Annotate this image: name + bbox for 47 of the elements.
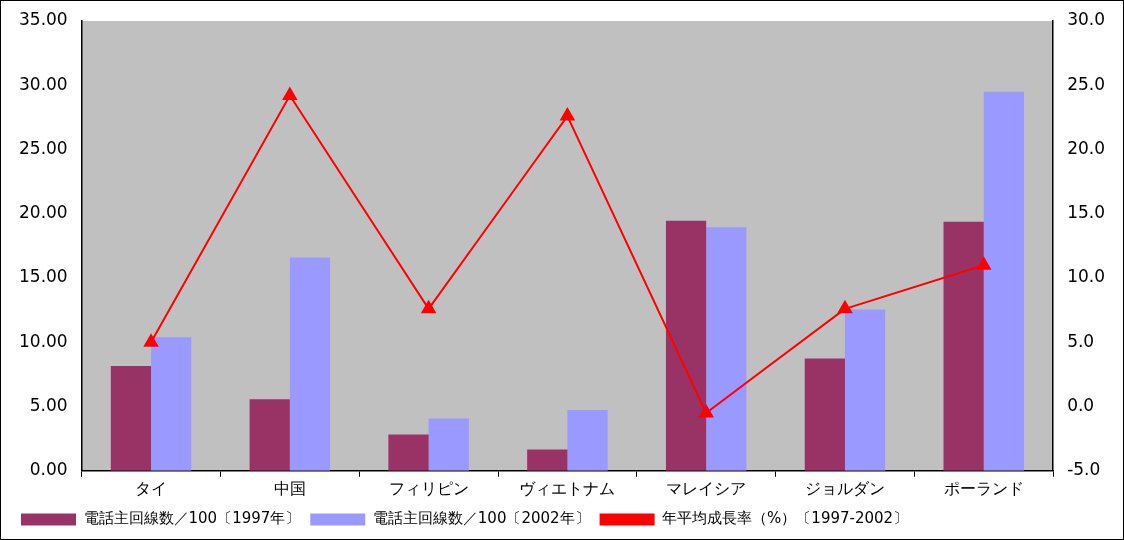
x-tick-label: ヴィエトナム bbox=[519, 478, 616, 498]
point bbox=[837, 300, 853, 314]
bar bbox=[567, 409, 608, 471]
x-tick-label: ポーランド bbox=[943, 478, 1024, 498]
bar bbox=[804, 358, 845, 471]
point bbox=[560, 108, 575, 121]
y2-tick-label: 15.0 bbox=[1067, 202, 1106, 223]
bar bbox=[665, 220, 707, 471]
bar bbox=[943, 221, 984, 471]
y2-tick-label: 0.0 bbox=[1067, 394, 1095, 415]
bar bbox=[844, 309, 886, 471]
y-tick-label: 30.00 bbox=[19, 73, 68, 94]
y-tick-label: 20.00 bbox=[19, 202, 68, 223]
point bbox=[699, 404, 714, 418]
x-tick-label: タイ bbox=[135, 478, 168, 498]
x-tick-label: マレイシア bbox=[666, 478, 747, 498]
y2-tick-label: 10.0 bbox=[1067, 266, 1106, 287]
point bbox=[282, 87, 297, 101]
y2-tick-label: -5.0 bbox=[1067, 459, 1101, 480]
y2-tick-label: 30.0 bbox=[1067, 9, 1106, 30]
y-tick-label: 5.00 bbox=[29, 394, 68, 415]
x-tick-label: ジョルダン bbox=[804, 478, 885, 498]
bar bbox=[151, 337, 192, 471]
y-tick-label: 25.00 bbox=[19, 137, 68, 158]
legend-label: 年平均成長率（%）〔1997-2002〕 bbox=[662, 509, 909, 528]
point bbox=[144, 334, 159, 347]
bar bbox=[249, 399, 290, 471]
y-tick-label: 10.00 bbox=[19, 330, 68, 351]
y2-tick-label: 25.0 bbox=[1067, 73, 1106, 94]
bar bbox=[428, 418, 469, 471]
bar bbox=[527, 449, 568, 471]
y2-tick-label: 5.0 bbox=[1067, 330, 1095, 351]
y-tick-label: 15.00 bbox=[19, 266, 68, 287]
y-tick-label: 35.00 bbox=[19, 9, 68, 30]
y2-tick-label: 20.0 bbox=[1067, 137, 1106, 158]
bar bbox=[983, 91, 1024, 471]
x-tick-label: 中国 bbox=[273, 478, 306, 498]
point bbox=[421, 300, 436, 314]
bar bbox=[388, 434, 429, 471]
legend-label: 電話主回線数／100〔2002年〕 bbox=[372, 509, 590, 528]
y-tick-label: 0.00 bbox=[29, 459, 68, 480]
bar bbox=[289, 257, 331, 471]
x-tick-label: フィリピン bbox=[388, 478, 469, 498]
point bbox=[976, 257, 991, 270]
bar bbox=[110, 366, 152, 471]
bar bbox=[706, 227, 747, 471]
legend-label: 電話主回線数／100〔1997年〕 bbox=[83, 509, 301, 528]
